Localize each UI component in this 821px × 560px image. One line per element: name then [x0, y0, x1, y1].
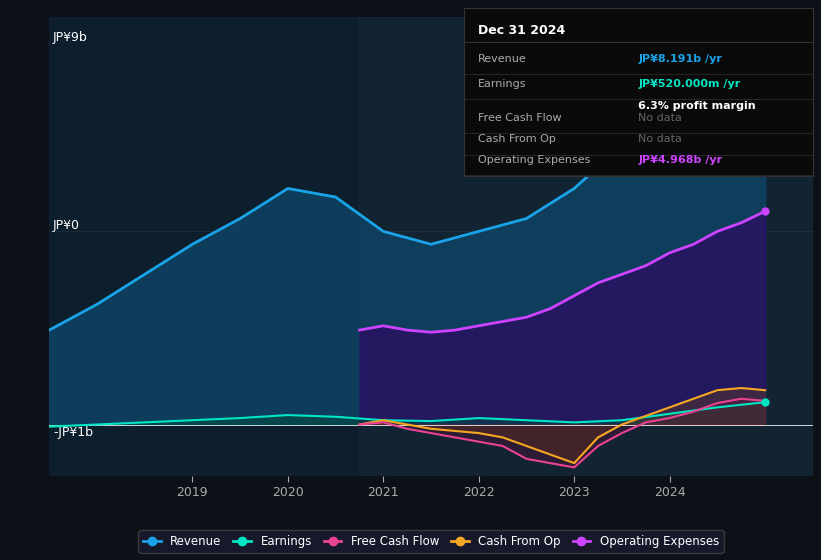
- Text: No data: No data: [639, 134, 682, 144]
- Text: Dec 31 2024: Dec 31 2024: [478, 24, 565, 36]
- Text: JP¥4.968b /yr: JP¥4.968b /yr: [639, 155, 722, 165]
- Text: JP¥520.000m /yr: JP¥520.000m /yr: [639, 79, 741, 89]
- Text: JP¥8.191b /yr: JP¥8.191b /yr: [639, 54, 722, 64]
- Text: Earnings: Earnings: [478, 79, 526, 89]
- Legend: Revenue, Earnings, Free Cash Flow, Cash From Op, Operating Expenses: Revenue, Earnings, Free Cash Flow, Cash …: [139, 530, 723, 553]
- Text: JP¥9b: JP¥9b: [53, 31, 88, 44]
- Text: Cash From Op: Cash From Op: [478, 134, 556, 144]
- Text: -JP¥1b: -JP¥1b: [53, 426, 93, 439]
- Bar: [360, 17, 813, 476]
- Text: No data: No data: [639, 113, 682, 123]
- Text: Free Cash Flow: Free Cash Flow: [478, 113, 562, 123]
- Text: 6.3% profit margin: 6.3% profit margin: [639, 101, 756, 111]
- Text: JP¥0: JP¥0: [53, 219, 80, 232]
- Text: Operating Expenses: Operating Expenses: [478, 155, 590, 165]
- Text: Revenue: Revenue: [478, 54, 526, 64]
